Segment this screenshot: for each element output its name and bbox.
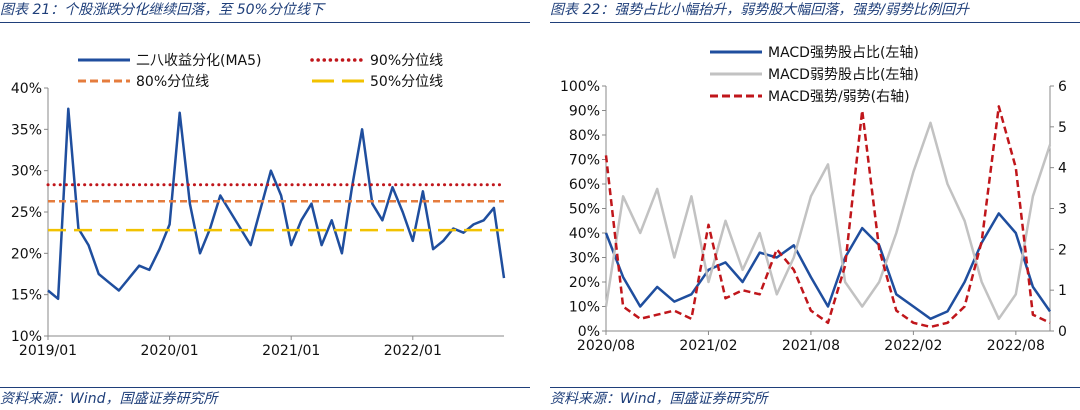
y-tick-label: 30% — [11, 164, 42, 180]
y2-tick-label: 2 — [1058, 242, 1067, 258]
x-tick-label: 2021/01 — [262, 343, 320, 359]
y-tick-label: 25% — [11, 205, 42, 221]
y-tick-label: 0% — [578, 324, 600, 340]
x-tick-label: 2022/01 — [384, 343, 442, 359]
series-line-1 — [604, 121, 1052, 321]
x-tick-label: 2022/08 — [987, 338, 1045, 354]
y2-tick-label: 6 — [1058, 79, 1067, 95]
y-tick-label: 20% — [569, 275, 600, 291]
y-tick-label: 100% — [560, 79, 600, 95]
y2-tick-label: 5 — [1058, 120, 1067, 136]
legend-label-1: MACD弱势股占比(左轴) — [768, 67, 919, 83]
y-tick-label: 70% — [569, 153, 600, 169]
legend-label-0: MACD强势股占比(左轴) — [768, 45, 919, 61]
right-chart: 100% 90% 80% 70% 60% 50% 40% 30% 20% 10% 0% 6 5 4 3 2 1 0… — [560, 45, 1067, 354]
y-tick-label: 40% — [569, 226, 600, 242]
y-tick-label: 40% — [11, 81, 42, 97]
y-tick-label: 35% — [11, 122, 42, 138]
y2-tick-label: 3 — [1058, 202, 1067, 218]
x-tick-label: 2019/01 — [19, 343, 77, 359]
x-tick-label: 2020/01 — [141, 343, 199, 359]
series-line-0 — [47, 107, 506, 301]
right-chart-title: 图表 22：强势占比小幅抬升，弱势股大幅回落，强势/弱势比例回升 — [550, 0, 1080, 23]
y-tick-label: 20% — [11, 246, 42, 262]
y-tick-label: 60% — [569, 177, 600, 193]
legend-label-1: 90%分位线 — [370, 53, 443, 69]
y-tick-label: 80% — [569, 128, 600, 144]
y-tick-label: 90% — [569, 104, 600, 120]
x-tick-label: 2021/02 — [679, 338, 737, 354]
left-chart-title: 图表 21：个股涨跌分化继续回落，至 50%分位线下 — [0, 0, 530, 23]
y-tick-label: 15% — [11, 288, 42, 304]
x-tick-label: 2020/08 — [577, 338, 635, 354]
left-chart-panel: 图表 21：个股涨跌分化继续回落，至 50%分位线下 40% 35% 30% 25% 2… — [0, 0, 530, 409]
y2-tick-label: 4 — [1058, 161, 1067, 177]
legend-label-3: 50%分位线 — [370, 74, 443, 90]
y-tick-label: 10% — [11, 329, 42, 345]
legend-label-0: 二八收益分化(MA5) — [136, 53, 262, 69]
y-tick-label: 10% — [569, 300, 600, 316]
y2-tick-label: 1 — [1058, 283, 1067, 299]
left-chart-source: 资料来源：Wind，国盛证券研究所 — [0, 387, 530, 410]
series-line-0 — [604, 212, 1052, 321]
y-tick-label: 30% — [569, 251, 600, 267]
right-chart-panel: 图表 22：强势占比小幅抬升，弱势股大幅回落，强势/弱势比例回升 100% 90%… — [550, 0, 1080, 409]
series-line-2 — [604, 105, 1051, 329]
x-tick-label: 2021/08 — [782, 338, 840, 354]
left-chart: 40% 35% 30% 25% 20% 15% 10%2019/01 2020/01 2021/… — [11, 53, 506, 359]
y-tick-label: 50% — [569, 202, 600, 218]
legend-label-2: 80%分位线 — [136, 74, 209, 90]
x-tick-label: 2022/02 — [884, 338, 942, 354]
legend-label-2: MACD强势/弱势(右轴) — [768, 89, 910, 105]
right-chart-source: 资料来源：Wind，国盛证券研究所 — [550, 387, 1080, 410]
y2-tick-label: 0 — [1058, 324, 1067, 340]
